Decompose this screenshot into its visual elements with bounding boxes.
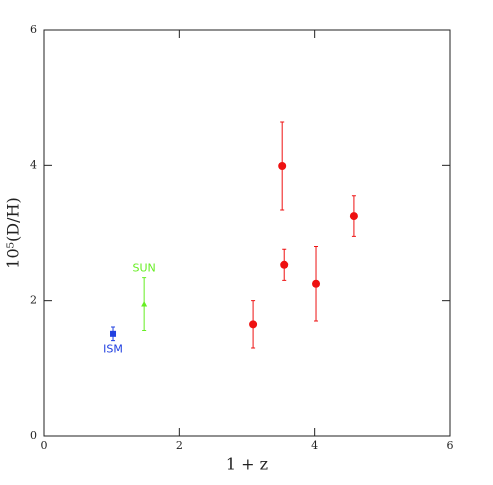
point [278,162,287,171]
x-axis-label: 1 + z [226,455,268,474]
point [349,212,358,221]
point [110,330,117,337]
plot-frame [43,29,451,437]
point [280,260,289,269]
y-axis-label: 10⁵(D/H) [4,197,23,268]
x-tick-label: 6 [447,439,454,452]
x-tick-label: 0 [41,439,48,452]
point-label: ISM [103,343,123,356]
point [141,301,148,307]
x-tick-label: 4 [311,439,318,452]
point-label: SUN [133,262,156,275]
y-tick-label: 4 [30,158,37,171]
point [312,279,321,288]
point [249,320,258,329]
x-tick-label: 2 [176,439,183,452]
y-tick-label: 0 [30,429,37,442]
y-tick-label: 2 [30,294,37,307]
y-tick-label: 6 [30,23,37,36]
